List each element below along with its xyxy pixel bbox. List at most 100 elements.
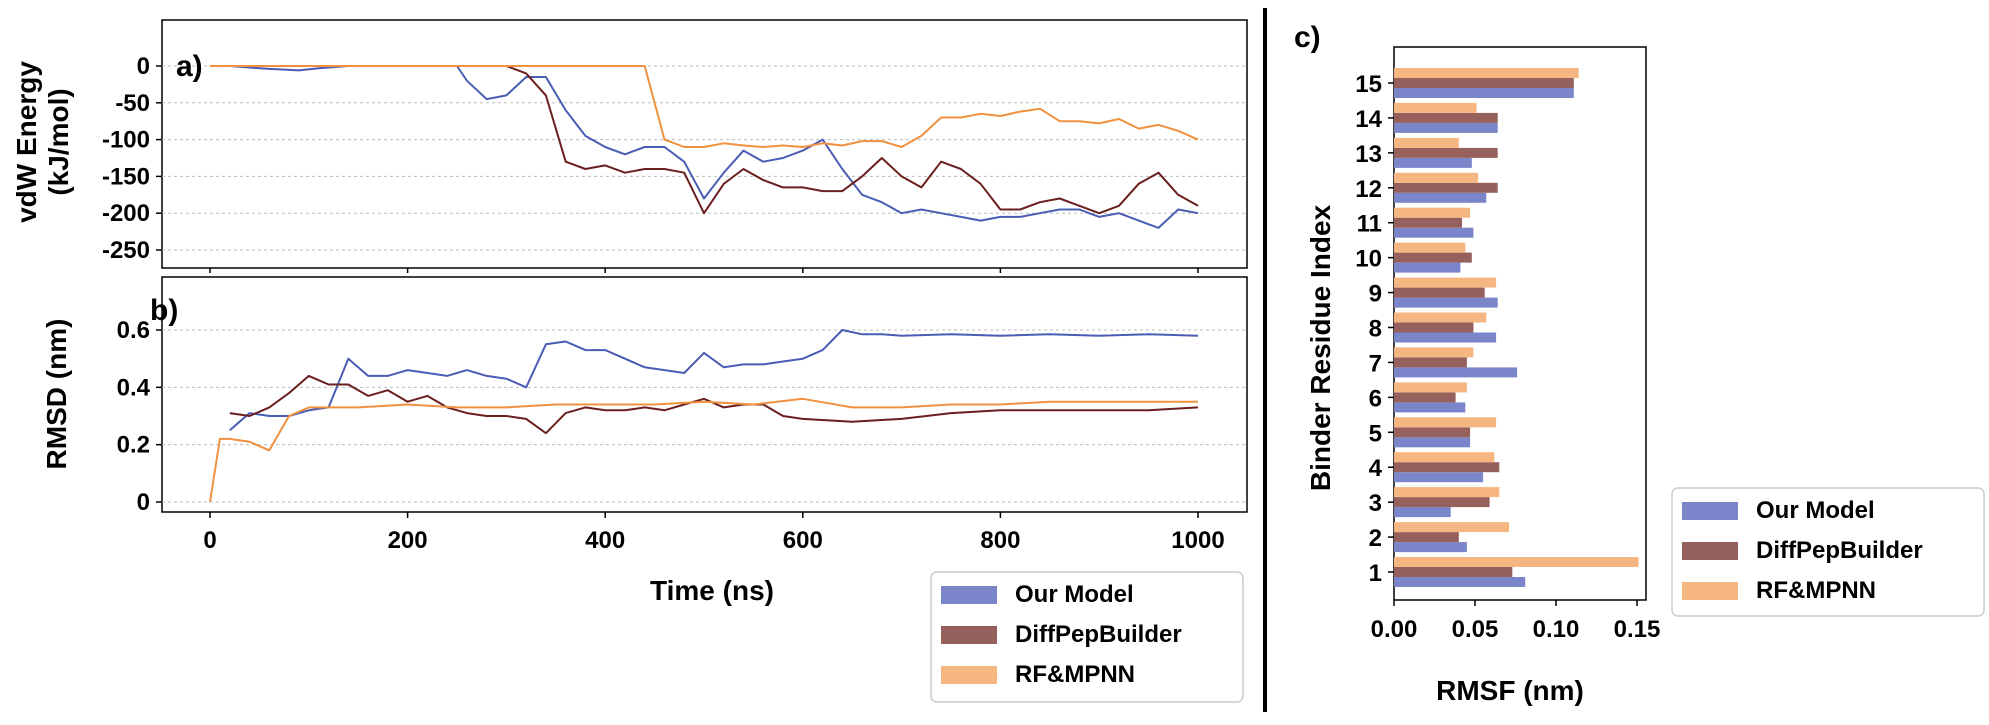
legend-ab-swatch-0: [941, 586, 997, 604]
panel-c-bar-2-14: [1394, 102, 1477, 113]
panel-c-bar-2-11: [1394, 207, 1471, 218]
panel-b-x-tick-label: 800: [980, 527, 1020, 554]
panel-b-y-label: RMSD (nm): [41, 319, 72, 470]
panel-c-y-tick-label: 12: [1355, 176, 1382, 203]
panel-c-bar-0-5: [1394, 437, 1471, 448]
legend-ab-label-2: RF&MPNN: [1015, 661, 1135, 688]
panel-b-series-line-1: [229, 374, 1199, 435]
panel-c-bar-0-6: [1394, 402, 1466, 413]
legend-c-label-1: DiffPepBuilder: [1756, 537, 1923, 564]
panel-c-bar-0-11: [1394, 227, 1474, 238]
panel-c-y-tick-label: 7: [1369, 350, 1382, 377]
panel-c-label: c): [1294, 21, 1321, 54]
legend-ab-frame: [930, 571, 1244, 703]
panel-c-bar-1-14: [1394, 112, 1498, 123]
panel-c-bar-2-7: [1394, 347, 1474, 358]
panel-b-y-ticks: 0.6 0.4 0.2 0: [117, 317, 162, 516]
panel-b-x-tick-label: 1000: [1171, 527, 1224, 554]
panel-c-bar-2-10: [1394, 242, 1466, 253]
panel-c-bar-2-2: [1394, 522, 1509, 533]
panel-c-bar-2-15: [1394, 68, 1579, 78]
panel-c-y-tick-label: 2: [1369, 525, 1382, 552]
panel-b-series: [209, 329, 1199, 503]
panel-c-y-tick-label: 8: [1369, 316, 1382, 343]
panel-c-y-tick-label: 5: [1369, 420, 1382, 447]
legend-c-frame: [1671, 487, 1985, 617]
legend-ab-swatch-2: [941, 666, 997, 684]
panel-b-x-tick-label: 600: [783, 527, 823, 554]
panel-a-y-tick-label: -200: [102, 200, 150, 227]
panel-c-y-tick-label: 15: [1355, 71, 1382, 98]
legend-c-label-2: RF&MPNN: [1756, 577, 1876, 604]
panel-c-bar-1-2: [1394, 532, 1459, 543]
panel-c-y-tick-label: 9: [1369, 281, 1382, 308]
panel-c-bar-1-6: [1394, 392, 1456, 403]
panel-c-y-tick-label: 4: [1369, 455, 1383, 482]
panel-a-y-tick-label: -250: [102, 237, 150, 264]
panel-c-y-tick-label: 11: [1357, 211, 1382, 238]
panel-a-frame: [161, 19, 1248, 269]
legend-c-swatch-1: [1682, 542, 1738, 560]
panel-a-y-tick-label: -150: [102, 163, 150, 190]
panel-a-vdw-energy-chart: 0 -50 -100 -150 -200 -250 a) vdW Energy (kJ/m…: [11, 19, 1248, 273]
panel-c-bar-0-13: [1394, 157, 1472, 168]
panel-b-series-line-2: [209, 397, 1198, 503]
panel-c-bar-1-8: [1394, 322, 1474, 333]
panel-c-bar-1-13: [1394, 147, 1498, 158]
panel-c-y-tick-label: 10: [1355, 246, 1382, 273]
panel-c-bar-2-3: [1394, 487, 1500, 498]
panel-c-bar-0-7: [1394, 367, 1518, 378]
legend-ab-label-0: Our Model: [1015, 581, 1134, 608]
legend-rmsf: Our Model DiffPepBuilder RF&MPNN: [1671, 487, 1985, 617]
panel-c-bar-0-9: [1394, 297, 1498, 308]
panel-b-x-label: Time (ns): [650, 575, 774, 606]
panel-b-x-tick-label: 200: [388, 527, 428, 554]
panel-b-x-tick-label: 400: [585, 527, 625, 554]
panel-a-y-label-line2: (kJ/mol): [43, 88, 74, 195]
panel-c-bar-2-8: [1394, 312, 1487, 323]
panel-c-bar-2-12: [1394, 172, 1479, 183]
panel-a-series-line-2: [210, 65, 1199, 148]
panel-c-x-label: RMSF (nm): [1436, 675, 1584, 706]
panel-c-x-tick-label: 0.05: [1452, 616, 1499, 643]
panel-c-bar-1-1: [1394, 567, 1513, 577]
panel-c-y-tick-label: 1: [1369, 560, 1382, 587]
panel-c-bar-0-12: [1394, 192, 1487, 203]
panel-b-y-tick-label: 0.4: [117, 374, 151, 401]
panel-b-rmsd-chart: 0.6 0.4 0.2 0 0 200 400 600 800 1000 b) RMSD (nm…: [41, 276, 1248, 606]
panel-c-bar-2-6: [1394, 382, 1467, 393]
panel-a-y-tick-label: 0: [137, 53, 150, 80]
panel-b-series-line-0: [229, 329, 1199, 432]
legend-ab-swatch-1: [941, 626, 997, 644]
panel-c-x-tick-label: 0.00: [1371, 616, 1418, 643]
panel-a-series: [210, 65, 1199, 229]
panel-c-bars: [1394, 68, 1639, 587]
panel-b-x-ticks: 0 200 400 600 800 1000: [203, 512, 1225, 554]
legend-c-label-0: Our Model: [1756, 497, 1875, 524]
panel-c-y-tick-label: 14: [1355, 106, 1382, 133]
legend-ab-label-1: DiffPepBuilder: [1015, 621, 1182, 648]
panel-c-bar-2-9: [1394, 277, 1497, 288]
panel-c-bar-2-5: [1394, 417, 1497, 428]
panel-c-bar-0-4: [1394, 472, 1484, 483]
panel-c-bar-0-3: [1394, 507, 1451, 518]
panel-c-y-tick-label: 3: [1369, 490, 1382, 517]
panel-a-y-label-line1: vdW Energy: [11, 61, 42, 223]
panel-a-series-line-1: [210, 65, 1199, 215]
panel-c-bar-1-7: [1394, 357, 1467, 368]
panel-c-y-label: Binder Residue Index: [1305, 204, 1336, 491]
panel-c-bar-1-11: [1394, 217, 1462, 228]
panel-a-y-tick-label: -100: [102, 127, 150, 154]
panel-c-x-ticks: 0.00 0.05 0.10 0.15: [1371, 600, 1660, 643]
panel-c-bar-0-15: [1394, 88, 1574, 98]
panel-b-frame: [161, 276, 1248, 513]
legend-time-series: Our Model DiffPepBuilder RF&MPNN: [930, 571, 1244, 703]
panel-b-x-tick-label: 0: [203, 527, 216, 554]
panel-b-y-tick-label: 0.6: [117, 317, 150, 344]
panel-c-bar-1-9: [1394, 287, 1485, 298]
panel-a-y-tick-label: -50: [115, 90, 150, 117]
panel-b-y-tick-label: 0: [137, 489, 150, 516]
